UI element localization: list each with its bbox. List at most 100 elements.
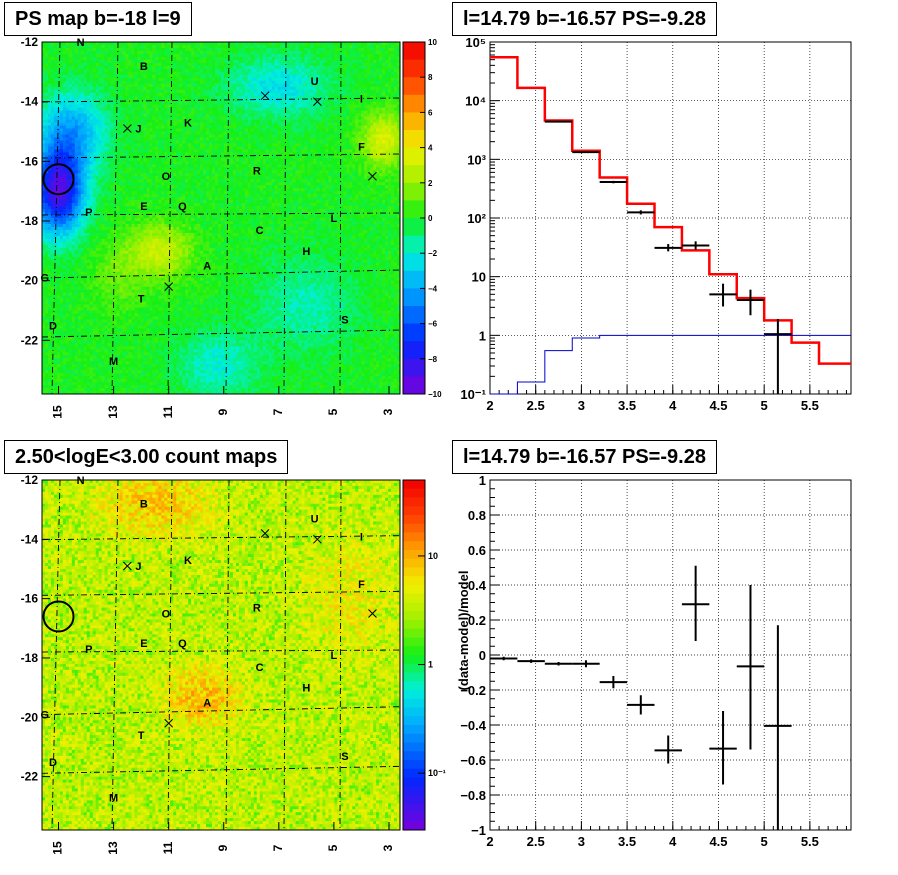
map-pixel	[81, 63, 84, 66]
map-pixel	[75, 388, 78, 391]
map-pixel	[45, 388, 48, 391]
map-pixel	[45, 140, 48, 143]
map-pixel	[45, 143, 48, 146]
map-pixel	[84, 161, 87, 164]
map-pixel	[54, 355, 57, 358]
map-pixel	[48, 373, 51, 376]
map-pixel	[78, 245, 81, 248]
map-pixel	[72, 302, 75, 305]
map-pixel	[51, 173, 54, 176]
map-pixel	[72, 385, 75, 388]
map-pixel	[75, 310, 78, 313]
map-pixel	[75, 316, 78, 319]
map-pixel	[60, 340, 63, 343]
map-pixel	[69, 355, 72, 358]
map-pixel	[45, 179, 48, 182]
map-pixel	[78, 215, 81, 218]
map-pixel	[72, 221, 75, 224]
map-pixel	[54, 158, 57, 161]
map-pixel	[75, 191, 78, 194]
map-pixel	[72, 313, 75, 316]
map-pixel	[84, 257, 87, 260]
map-pixel	[54, 367, 57, 370]
map-pixel	[60, 331, 63, 334]
map-pixel	[66, 343, 69, 346]
map-pixel	[72, 343, 75, 346]
map-pixel	[81, 123, 84, 126]
map-pixel	[63, 111, 66, 114]
map-pixel	[60, 281, 63, 284]
map-pixel	[78, 281, 81, 284]
map-pixel	[51, 269, 54, 272]
map-pixel	[78, 200, 81, 203]
map-pixel	[60, 322, 63, 325]
map-pixel	[75, 114, 78, 117]
map-pixel	[63, 349, 66, 352]
map-pixel	[60, 293, 63, 296]
map-pixel	[60, 185, 63, 188]
map-pixel	[54, 313, 57, 316]
map-pixel	[45, 370, 48, 373]
map-pixel	[66, 87, 69, 90]
map-pixel	[69, 352, 72, 355]
map-pixel	[51, 182, 54, 185]
map-pixel	[84, 78, 87, 81]
map-pixel	[81, 120, 84, 123]
map-pixel	[72, 72, 75, 75]
map-pixel	[45, 117, 48, 120]
map-pixel	[57, 251, 60, 254]
map-pixel	[81, 152, 84, 155]
map-pixel	[78, 81, 81, 84]
map-pixel	[78, 161, 81, 164]
map-pixel	[69, 245, 72, 248]
map-pixel	[63, 72, 66, 75]
map-pixel	[75, 284, 78, 287]
map-pixel	[60, 287, 63, 290]
map-pixel	[72, 269, 75, 272]
map-pixel	[63, 93, 66, 96]
map-pixel	[81, 72, 84, 75]
map-pixel	[48, 206, 51, 209]
map-pixel	[72, 152, 75, 155]
map-pixel	[63, 123, 66, 126]
map-pixel	[63, 137, 66, 140]
map-pixel	[54, 84, 57, 87]
map-pixel	[48, 81, 51, 84]
map-pixel	[66, 278, 69, 281]
map-pixel	[57, 129, 60, 132]
map-pixel	[45, 260, 48, 263]
map-pixel	[45, 302, 48, 305]
map-pixel	[48, 212, 51, 215]
map-pixel	[48, 313, 51, 316]
map-pixel	[66, 81, 69, 84]
map-pixel	[45, 233, 48, 236]
map-pixel	[81, 117, 84, 120]
map-pixel	[63, 170, 66, 173]
map-pixel	[63, 388, 66, 391]
map-pixel	[48, 385, 51, 388]
map-pixel	[48, 146, 51, 149]
map-pixel	[51, 129, 54, 132]
map-pixel	[78, 340, 81, 343]
map-pixel	[84, 96, 87, 99]
map-pixel	[45, 230, 48, 233]
map-pixel	[66, 84, 69, 87]
map-pixel	[84, 114, 87, 117]
map-pixel	[78, 278, 81, 281]
map-pixel	[81, 78, 84, 81]
map-pixel	[45, 331, 48, 334]
map-pixel	[75, 293, 78, 296]
map-pixel	[84, 313, 87, 316]
map-pixel	[75, 182, 78, 185]
map-pixel	[63, 96, 66, 99]
map-pixel	[84, 302, 87, 305]
map-pixel	[48, 355, 51, 358]
map-pixel	[75, 331, 78, 334]
map-pixel	[66, 263, 69, 266]
map-pixel	[45, 60, 48, 63]
map-pixel	[51, 188, 54, 191]
map-pixel	[84, 307, 87, 310]
map-pixel	[84, 328, 87, 331]
map-pixel	[84, 275, 87, 278]
map-pixel	[63, 230, 66, 233]
